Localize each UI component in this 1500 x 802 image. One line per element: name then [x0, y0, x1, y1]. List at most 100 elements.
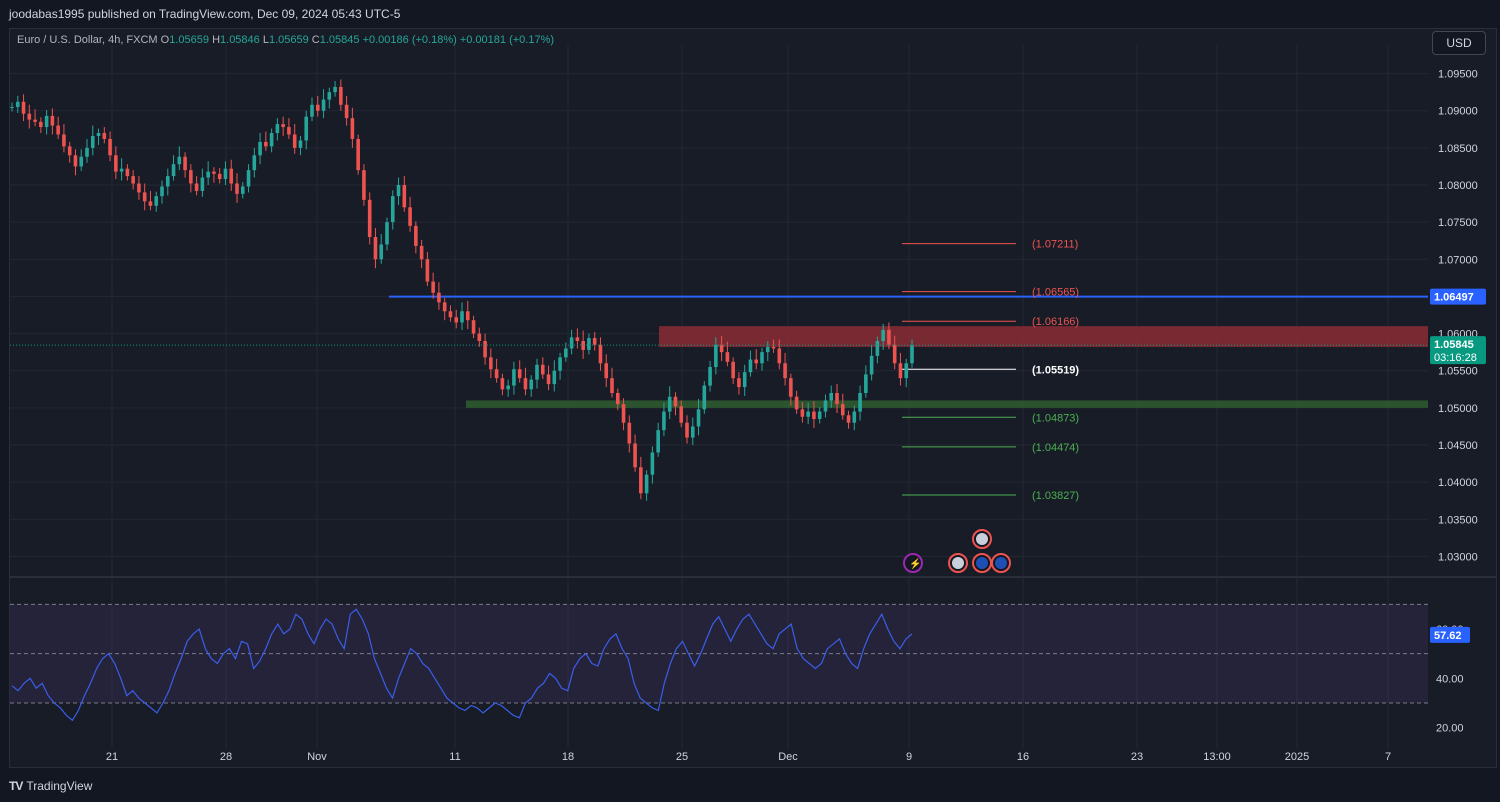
candle-body [252, 155, 257, 171]
price-tick-label: 1.04500 [1438, 440, 1478, 452]
chart-frame[interactable] [9, 28, 1497, 768]
change-value-2: +0.00181 (+0.17%) [459, 34, 555, 46]
candle-body [114, 155, 118, 172]
candle-body [171, 164, 176, 177]
time-tick-label: Dec [778, 751, 798, 763]
candle-body [737, 378, 741, 388]
time-tick-label: 28 [220, 751, 232, 763]
change-value: +0.00186 (+0.18%) [362, 34, 457, 46]
candle-body [615, 393, 620, 405]
close-label: C [311, 34, 320, 46]
last-price-label: 1.05845 [1434, 339, 1474, 351]
time-tick-label: 13:00 [1203, 751, 1231, 763]
candle-body [714, 344, 718, 367]
candle-body [189, 170, 193, 184]
candle-body [887, 329, 891, 345]
level-label: (1.05519) [1032, 364, 1079, 376]
candle-body [327, 92, 332, 100]
time-tick-label: 21 [106, 751, 118, 763]
candle-body [748, 359, 753, 373]
candle-body [310, 104, 314, 117]
rsi-tick-label: 40.00 [1436, 673, 1464, 685]
eu-flag-icon-fill [995, 557, 1007, 569]
us-flag-icon-fill [952, 557, 964, 569]
candle-body [898, 363, 903, 379]
time-tick-label: 23 [1131, 751, 1143, 763]
candle-body [840, 404, 845, 416]
candle-body [235, 183, 239, 194]
candle-body [477, 333, 482, 341]
footer-brand[interactable]: TV TradingView [9, 776, 92, 796]
candle-body [414, 225, 418, 246]
candle-body [390, 196, 395, 223]
candle-body [846, 415, 851, 423]
time-tick-label: Nov [307, 751, 327, 763]
open-label: O [160, 34, 170, 46]
candle-body [754, 359, 759, 364]
candle-body [904, 363, 909, 379]
candle-body [298, 140, 303, 148]
price-tick-label: 1.07000 [1438, 254, 1478, 266]
candle-body [731, 361, 735, 379]
candle-body [154, 196, 159, 206]
candle-body [806, 411, 810, 417]
low-label: L [262, 34, 269, 46]
candle-body [789, 378, 793, 397]
candle-body [229, 168, 234, 184]
candle-body [454, 317, 459, 323]
candle-body [869, 355, 874, 375]
price-tick-label: 1.08500 [1438, 143, 1478, 155]
candle-body [246, 170, 251, 187]
candle-body [656, 430, 660, 453]
close-value: 1.05845 [319, 34, 360, 46]
price-tick-label: 1.03000 [1438, 551, 1478, 563]
candle-body [148, 201, 153, 206]
candle-body [500, 378, 505, 390]
currency-button[interactable]: USD [1432, 31, 1486, 55]
candle-body [633, 443, 637, 468]
candle-body [142, 192, 147, 202]
candle-body [275, 124, 280, 133]
candle-body [702, 385, 707, 410]
candle-body [506, 385, 510, 390]
candle-body [639, 467, 643, 494]
candle-body [292, 134, 297, 148]
candle-body [667, 396, 672, 412]
level-label: (1.06166) [1032, 316, 1079, 328]
candle-body [910, 345, 914, 364]
candle-body [408, 207, 412, 226]
candle-body [800, 409, 805, 417]
candle-body [33, 119, 37, 122]
candle-body [137, 183, 141, 193]
candle-body [592, 338, 597, 345]
candle-body [719, 344, 724, 353]
candle-body [771, 346, 776, 349]
symbol-name[interactable]: Euro / U.S. Dollar, 4h, FXCM [17, 34, 158, 46]
time-tick-label: 25 [676, 751, 688, 763]
candle-body [760, 352, 764, 364]
candle-body [564, 348, 568, 358]
candle-body [517, 369, 522, 379]
candle-body [437, 292, 441, 303]
candle-body [177, 156, 182, 165]
candle-body [269, 133, 274, 147]
candle-body [212, 171, 216, 174]
candle-body [442, 302, 447, 312]
candle-body [304, 116, 309, 141]
candle-body [183, 156, 187, 171]
candle-body [385, 222, 389, 245]
candle-body [552, 370, 557, 385]
candle-body [852, 411, 857, 423]
candle-body [575, 337, 580, 341]
level-label: (1.04873) [1032, 412, 1079, 424]
time-tick-label: 18 [562, 751, 574, 763]
time-tick-label: 16 [1017, 751, 1029, 763]
high-label: H [212, 34, 221, 46]
candle-body [50, 115, 55, 126]
candle-body [679, 406, 684, 423]
candle-body [206, 171, 210, 178]
candle-body [812, 411, 816, 419]
candle-body [604, 363, 609, 379]
price-tick-label: 1.05500 [1438, 366, 1478, 378]
